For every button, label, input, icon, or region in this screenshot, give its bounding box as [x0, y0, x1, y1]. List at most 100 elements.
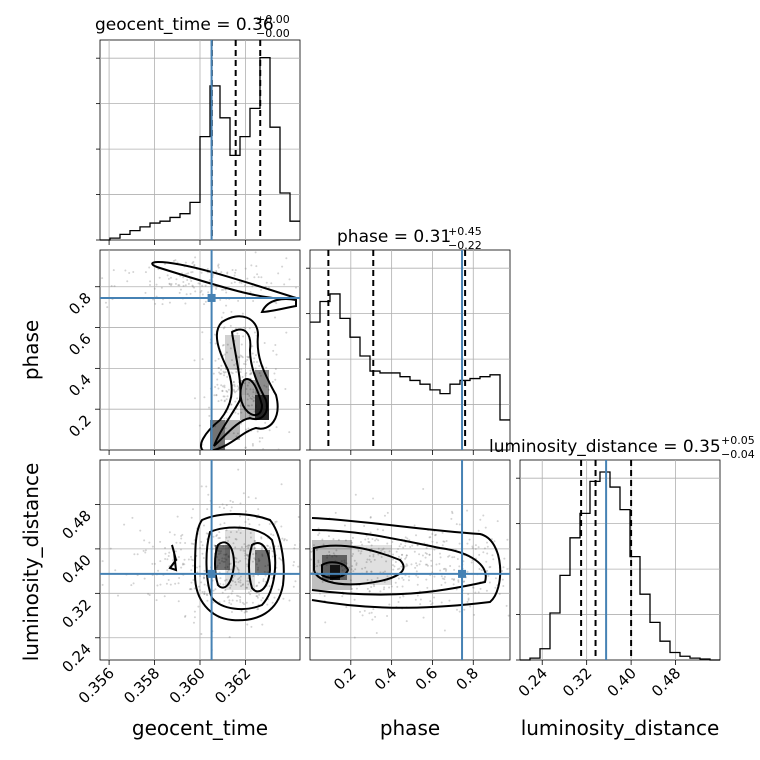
scatter-point	[266, 544, 269, 547]
scatter-point	[246, 545, 249, 548]
scatter-point	[359, 552, 362, 555]
scatter-point	[190, 558, 193, 561]
scatter-point	[225, 351, 228, 354]
contour-line	[168, 544, 178, 572]
scatter-point	[203, 592, 206, 595]
scatter-point	[409, 545, 412, 548]
scatter-point	[219, 372, 222, 375]
scatter-point	[241, 601, 244, 604]
scatter-point	[203, 303, 206, 306]
scatter-point	[240, 281, 243, 284]
scatter-point	[239, 581, 242, 584]
scatter-point	[163, 595, 166, 598]
scatter-point	[180, 566, 183, 569]
title-luminosity-distance-sup: +0.05	[721, 434, 755, 447]
scatter-point	[273, 522, 276, 525]
scatter-point	[441, 531, 444, 534]
scatter-point	[123, 523, 126, 526]
scatter-point	[166, 558, 169, 561]
scatter-point	[419, 603, 422, 606]
scatter-point	[226, 272, 229, 275]
scatter-point	[226, 271, 229, 274]
scatter-point	[250, 372, 253, 375]
scatter-point	[250, 264, 253, 267]
scatter-point	[243, 611, 246, 614]
scatter-point	[143, 577, 146, 580]
x-tick-label: 0.6	[412, 664, 442, 694]
scatter-point	[240, 411, 243, 414]
scatter-point	[247, 427, 250, 430]
scatter-point	[215, 533, 218, 536]
scatter-point	[404, 557, 407, 560]
scatter-point	[244, 327, 247, 330]
scatter-point	[155, 283, 158, 286]
histogram-step-phase	[310, 293, 510, 421]
scatter-point	[474, 591, 477, 594]
scatter-point	[214, 386, 217, 389]
scatter-point	[404, 536, 407, 539]
scatter-point	[214, 588, 217, 591]
scatter-point	[434, 534, 437, 537]
scatter-point	[244, 446, 247, 449]
scatter-point	[310, 564, 312, 567]
scatter-point	[252, 400, 255, 403]
scatter-point	[233, 574, 236, 577]
scatter-point	[253, 396, 256, 399]
scatter-point	[246, 623, 249, 626]
scatter-point	[224, 288, 227, 291]
scatter-point	[203, 396, 206, 399]
scatter-point	[259, 374, 262, 377]
scatter-point	[149, 280, 152, 283]
scatter-point	[260, 536, 263, 539]
contour-line	[151, 260, 297, 300]
scatter-point	[117, 594, 120, 597]
scatter-point	[252, 574, 255, 577]
scatter-point	[239, 532, 242, 535]
scatter-point	[353, 636, 356, 639]
scatter-point	[451, 556, 454, 559]
scatter-point	[244, 372, 247, 375]
scatter-point	[231, 268, 234, 271]
scatter-point	[251, 345, 254, 348]
grid-lines	[100, 40, 720, 660]
scatter-point	[192, 579, 195, 582]
xlabel-phase: phase	[380, 716, 440, 740]
scatter-point	[271, 601, 274, 604]
scatter-point	[223, 400, 226, 403]
scatter-point	[178, 291, 181, 294]
contour-line	[239, 378, 264, 417]
truth-marker	[207, 569, 216, 578]
scatter-point	[370, 586, 373, 589]
scatter-point	[215, 393, 218, 396]
scatter-point	[246, 358, 249, 361]
scatter-point	[397, 555, 400, 558]
title-phase: phase = 0.31	[337, 227, 451, 247]
scatter-point	[275, 353, 278, 356]
scatter-point	[489, 565, 492, 568]
scatter-point	[251, 443, 254, 446]
scatter-point	[160, 286, 163, 289]
contour-line	[200, 315, 279, 450]
scatter-point	[442, 540, 445, 543]
scatter-point	[231, 580, 234, 583]
scatter-point	[258, 365, 261, 368]
scatter-point	[367, 540, 370, 543]
scatter-point	[372, 555, 375, 558]
scatter-point	[166, 569, 169, 572]
scatter-point	[249, 373, 252, 376]
scatter-point	[343, 524, 346, 527]
scatter-point	[267, 545, 270, 548]
scatter-point	[324, 621, 327, 624]
scatter-point	[281, 537, 284, 540]
scatter-point	[249, 372, 252, 375]
scatter-point	[198, 282, 201, 285]
scatter-point	[478, 553, 481, 556]
scatter-point	[191, 271, 194, 274]
scatter-point	[234, 560, 237, 563]
x-tick-label: 0.40	[604, 664, 640, 700]
scatter-point	[383, 586, 386, 589]
scatter-point	[428, 536, 431, 539]
scatter-point	[441, 544, 444, 547]
x-tick-label: 0.48	[648, 664, 684, 700]
scatter-point	[274, 316, 277, 319]
